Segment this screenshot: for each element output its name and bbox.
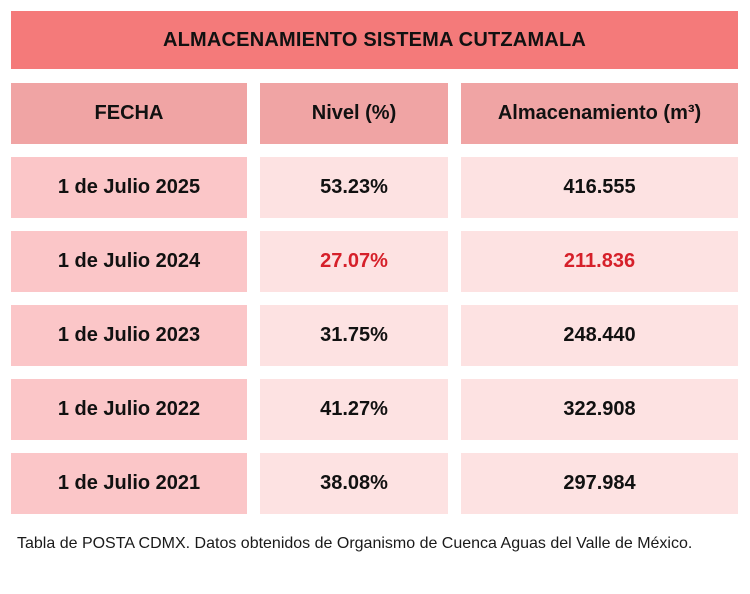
cell-nivel: 53.23% <box>260 157 448 218</box>
header-nivel: Nivel (%) <box>260 83 448 144</box>
cell-almacenamiento: 248.440 <box>461 305 738 366</box>
cell-fecha: 1 de Julio 2025 <box>11 157 247 218</box>
header-almacenamiento: Almacenamiento (m³) <box>461 83 738 144</box>
cell-almacenamiento: 211.836 <box>461 231 738 292</box>
cell-nivel: 38.08% <box>260 453 448 514</box>
cell-almacenamiento: 297.984 <box>461 453 738 514</box>
source-caption: Tabla de POSTA CDMX. Datos obtenidos de … <box>17 535 693 552</box>
cell-nivel: 41.27% <box>260 379 448 440</box>
cell-almacenamiento: 322.908 <box>461 379 738 440</box>
cell-almacenamiento: 416.555 <box>461 157 738 218</box>
cell-nivel: 31.75% <box>260 305 448 366</box>
table-title: ALMACENAMIENTO SISTEMA CUTZAMALA <box>11 11 738 69</box>
cell-nivel: 27.07% <box>260 231 448 292</box>
header-fecha: FECHA <box>11 83 247 144</box>
cell-fecha: 1 de Julio 2024 <box>11 231 247 292</box>
cell-fecha: 1 de Julio 2021 <box>11 453 247 514</box>
cell-fecha: 1 de Julio 2022 <box>11 379 247 440</box>
cell-fecha: 1 de Julio 2023 <box>11 305 247 366</box>
